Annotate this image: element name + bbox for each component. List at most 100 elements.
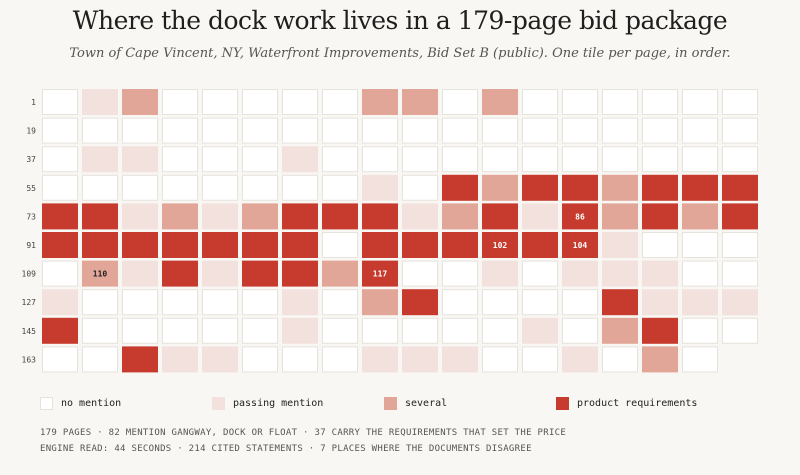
page-tile-97 xyxy=(282,232,318,258)
page-tile-86 xyxy=(562,203,598,230)
page-tile-16 xyxy=(642,89,678,115)
page-annotation-110: 110 xyxy=(93,270,108,279)
page-tile-173 xyxy=(442,346,478,373)
page-annotation-104: 104 xyxy=(573,241,588,250)
stats-line-2: ENGINE READ: 44 SECONDS · 214 CITED STAT… xyxy=(40,444,532,454)
page-tile-47 xyxy=(442,146,478,173)
legend-swatch-passing-mention xyxy=(212,397,225,410)
page-tile-79 xyxy=(282,203,318,230)
page-tile-93 xyxy=(122,232,158,258)
page-tile-114 xyxy=(242,260,278,287)
page-tile-98 xyxy=(322,232,358,258)
page-tile-71 xyxy=(682,174,718,201)
page-tile-22 xyxy=(162,117,198,144)
page-tile-163 xyxy=(42,346,78,373)
page-tile-82 xyxy=(402,203,438,230)
page-tile-99 xyxy=(362,232,398,258)
legend-swatch-several xyxy=(384,397,397,410)
page-tile-140 xyxy=(562,289,598,316)
page-tile-111 xyxy=(122,260,158,287)
page-tile-15 xyxy=(602,89,638,115)
page-tile-134 xyxy=(322,289,358,316)
page-tile-103 xyxy=(522,232,558,258)
page-tile-105 xyxy=(602,232,638,258)
page-tile-42 xyxy=(242,146,278,173)
page-tile-6 xyxy=(242,89,278,115)
page-tile-18 xyxy=(722,89,758,115)
page-tile-17 xyxy=(682,89,718,115)
page-annotation-86: 86 xyxy=(575,212,585,221)
page-tile-12 xyxy=(482,89,518,115)
page-tile-151 xyxy=(282,317,318,344)
page-tile-170 xyxy=(322,346,358,373)
page-tile-152 xyxy=(322,317,358,344)
page-tile-101 xyxy=(442,232,478,258)
page-tile-72 xyxy=(722,174,758,201)
page-tile-51 xyxy=(602,146,638,173)
page-tile-5 xyxy=(202,89,238,115)
page-tile-121 xyxy=(522,260,558,287)
page-tile-122 xyxy=(562,260,598,287)
page-tile-119 xyxy=(442,260,478,287)
page-tile-21 xyxy=(122,117,158,144)
page-tile-80 xyxy=(322,203,358,230)
page-tile-132 xyxy=(242,289,278,316)
page-tile-148 xyxy=(162,317,198,344)
page-tile-27 xyxy=(362,117,398,144)
page-tile-90 xyxy=(722,203,758,230)
page-tile-144 xyxy=(722,289,758,316)
page-tile-34 xyxy=(642,117,678,144)
page-tile-20 xyxy=(82,117,118,144)
page-tile-126 xyxy=(722,260,758,287)
page-tile-145 xyxy=(42,317,78,344)
page-tile-123 xyxy=(602,260,638,287)
page-tile-135 xyxy=(362,289,398,316)
page-tile-87 xyxy=(602,203,638,230)
page-tile-110 xyxy=(82,260,118,287)
page-tile-88 xyxy=(642,203,678,230)
page-tile-137 xyxy=(442,289,478,316)
page-tile-36 xyxy=(722,117,758,144)
page-tile-43 xyxy=(282,146,318,173)
page-tile-153 xyxy=(362,317,398,344)
page-tile-165 xyxy=(122,346,158,373)
page-tile-171 xyxy=(362,346,398,373)
page-tile-58 xyxy=(162,174,198,201)
page-tile-178 xyxy=(642,346,678,373)
page-tile-115 xyxy=(282,260,318,287)
page-tile-30 xyxy=(482,117,518,144)
page-tile-62 xyxy=(322,174,358,201)
row-label: 127 xyxy=(22,298,37,307)
page-tile-94 xyxy=(162,232,198,258)
page-tile-176 xyxy=(562,346,598,373)
page-tile-49 xyxy=(522,146,558,173)
page-tile-127 xyxy=(42,289,78,316)
page-tile-81 xyxy=(362,203,398,230)
page-tile-147 xyxy=(122,317,158,344)
page-tile-158 xyxy=(562,317,598,344)
page-tile-161 xyxy=(682,317,718,344)
page-tile-100 xyxy=(402,232,438,258)
page-tile-130 xyxy=(162,289,198,316)
page-tile-57 xyxy=(122,174,158,201)
page-tile-10 xyxy=(402,89,438,115)
page-tile-136 xyxy=(402,289,438,316)
page-tile-174 xyxy=(482,346,518,373)
page-tile-177 xyxy=(602,346,638,373)
page-tile-3 xyxy=(122,89,158,115)
chart-subtitle: Town of Cape Vincent, NY, Waterfront Imp… xyxy=(69,46,731,61)
row-label: 19 xyxy=(26,127,36,136)
page-tile-64 xyxy=(402,174,438,201)
page-tile-166 xyxy=(162,346,198,373)
page-tile-129 xyxy=(122,289,158,316)
page-tile-23 xyxy=(202,117,238,144)
legend-label-no-mention: no mention xyxy=(61,398,122,409)
page-tile-154 xyxy=(402,317,438,344)
page-tile-54 xyxy=(722,146,758,173)
page-tile-67 xyxy=(522,174,558,201)
page-tile-120 xyxy=(482,260,518,287)
page-tile-113 xyxy=(202,260,238,287)
page-tile-75 xyxy=(122,203,158,230)
page-tile-25 xyxy=(282,117,318,144)
page-tile-149 xyxy=(202,317,238,344)
